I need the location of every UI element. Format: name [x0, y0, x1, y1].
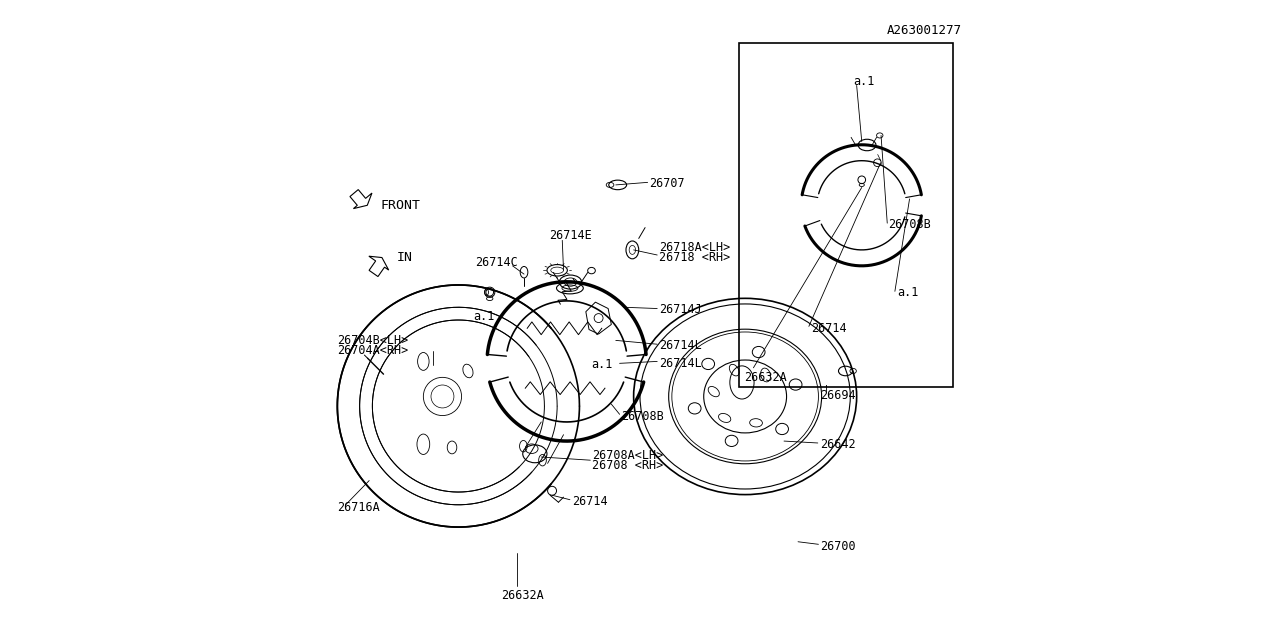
Text: 26714C: 26714C: [476, 256, 518, 269]
Text: 26714: 26714: [572, 495, 608, 508]
Text: 26714L: 26714L: [659, 357, 701, 370]
Text: 26700: 26700: [819, 540, 855, 553]
Text: FRONT: FRONT: [380, 199, 420, 212]
Text: 26708 <RH>: 26708 <RH>: [593, 459, 663, 472]
Text: 26714J: 26714J: [659, 303, 701, 316]
Bar: [740, 43, 952, 387]
Text: 26708B: 26708B: [888, 218, 932, 231]
Text: IN: IN: [397, 251, 412, 264]
Text: 26704A<RH>: 26704A<RH>: [338, 344, 408, 357]
Text: 26708A<LH>: 26708A<LH>: [593, 449, 663, 461]
Text: 26714L: 26714L: [659, 339, 701, 352]
Text: 26708B: 26708B: [621, 410, 663, 423]
Text: 26694: 26694: [819, 388, 855, 402]
Text: a.1: a.1: [897, 286, 918, 299]
Text: 26632A: 26632A: [744, 371, 787, 384]
Text: 26718 <RH>: 26718 <RH>: [659, 251, 731, 264]
Text: a.1: a.1: [474, 310, 494, 323]
Text: 26707: 26707: [649, 177, 685, 190]
Text: A263001277: A263001277: [887, 24, 963, 36]
Text: a.1: a.1: [591, 358, 612, 371]
Text: 26716A: 26716A: [338, 502, 380, 515]
Text: 26632A: 26632A: [500, 589, 544, 602]
Text: 26714E: 26714E: [549, 229, 593, 243]
Text: a.1: a.1: [854, 74, 874, 88]
Text: 26718A<LH>: 26718A<LH>: [659, 241, 731, 255]
Text: 26704B<LH>: 26704B<LH>: [338, 334, 408, 347]
Text: 26642: 26642: [819, 438, 855, 451]
Text: 26714: 26714: [810, 322, 846, 335]
